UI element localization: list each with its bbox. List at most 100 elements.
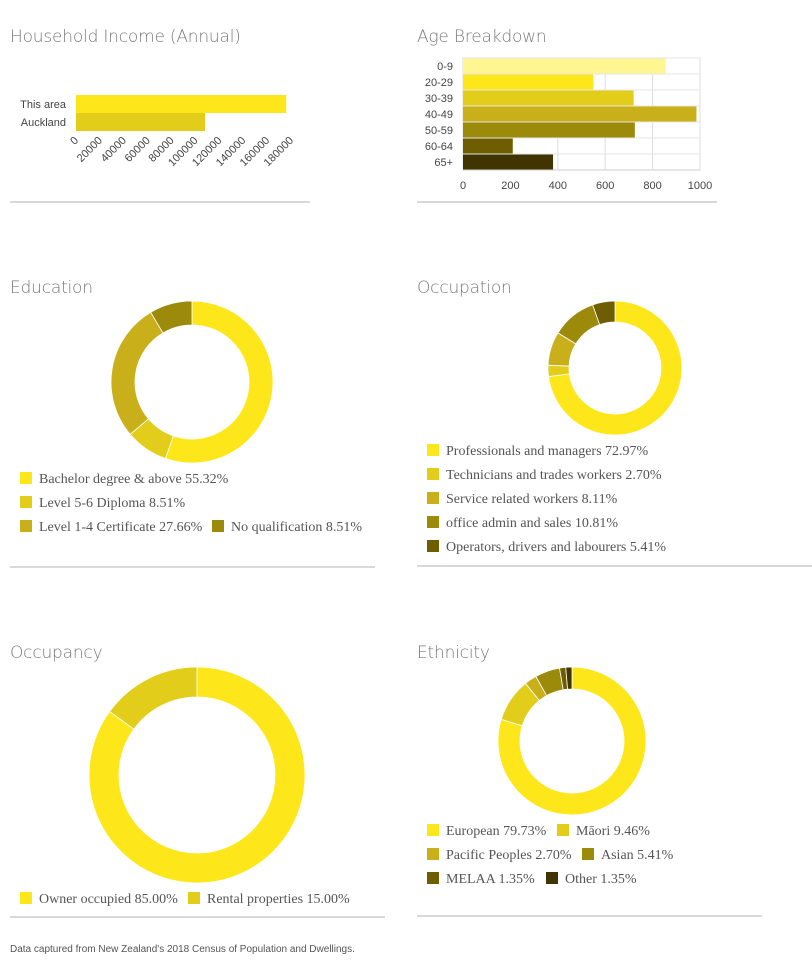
income-bar <box>76 95 287 113</box>
legend-swatch <box>20 520 32 532</box>
age-bar <box>463 154 554 170</box>
age-bar <box>463 58 666 74</box>
legend-value: 2.70% <box>621 468 662 483</box>
legend-label: MELAA <box>446 872 495 887</box>
legend-item: Asian 5.41% <box>582 847 673 865</box>
age-divider <box>417 201 717 203</box>
footer-note: Data captured from New Zealand's 2018 Ce… <box>10 944 355 955</box>
age-tick-label: 600 <box>596 180 614 192</box>
legend-value: 2.70% <box>531 848 572 863</box>
occupation-divider <box>417 565 812 567</box>
age-bar <box>463 106 697 122</box>
legend-swatch <box>546 872 558 884</box>
ethnicity-divider <box>417 915 762 917</box>
legend-item: Bachelor degree & above 55.32% <box>20 471 228 489</box>
age-category-label: 20-29 <box>425 77 453 89</box>
age-category-label: 30-39 <box>425 93 453 105</box>
legend-item: Owner occupied 85.00% <box>20 891 178 909</box>
legend-item: Level 1-4 Certificate 27.66% <box>20 519 202 537</box>
legend-item: office admin and sales 10.81% <box>427 515 618 533</box>
legend-item: Professionals and managers 72.97% <box>427 443 648 461</box>
legend-label: Owner occupied <box>39 892 132 907</box>
occupancy-title: Occupancy <box>10 643 103 663</box>
age-category-label: 50-59 <box>425 125 453 137</box>
legend-label: Professionals and managers <box>446 444 602 459</box>
legend-swatch <box>427 824 439 836</box>
legend-value: 8.51% <box>145 496 186 511</box>
income-tick-label: 60000 <box>123 135 153 165</box>
occupation-title: Occupation <box>417 278 512 298</box>
legend-swatch <box>427 492 439 504</box>
income-category-label: This area <box>20 99 67 111</box>
age-tick-label: 200 <box>501 180 519 192</box>
legend-swatch <box>427 848 439 860</box>
legend-item: Other 1.35% <box>546 871 637 889</box>
legend-label: Rental properties <box>207 892 304 907</box>
donut-slice <box>497 666 647 816</box>
legend-label: Other <box>565 872 597 887</box>
occupancy-donut <box>88 666 306 884</box>
legend-label: office admin and sales <box>446 516 572 531</box>
legend-item: MELAA 1.35% <box>427 871 535 889</box>
age-tick-label: 800 <box>643 180 661 192</box>
age-chart: 0 200 400 600 800 1000 0-9 20-29 30-39 40-49 50-59… <box>425 57 712 192</box>
legend-value: 9.46% <box>610 824 650 839</box>
income-chart: This areaAuckland02000040000600008000010… <box>20 95 296 169</box>
age-title: Age Breakdown <box>417 27 547 47</box>
legend-label: European <box>446 824 500 839</box>
legend-label: Pacific Peoples <box>446 848 532 863</box>
age-bar <box>463 90 634 106</box>
age-tick-label: 400 <box>549 180 567 192</box>
legend-swatch <box>427 468 439 480</box>
legend-item: Māori 9.46% <box>557 823 650 841</box>
legend-item: Technicians and trades workers 2.70% <box>427 467 662 485</box>
income-tick-label: 0 <box>68 135 81 148</box>
donut-slice <box>110 311 164 435</box>
legend-swatch <box>557 824 569 836</box>
age-category-label: 0-9 <box>437 61 453 73</box>
legend-label: Operators, drivers and labourers <box>446 540 627 555</box>
legend-label: Level 1-4 Certificate <box>39 520 156 535</box>
age-category-label: 40-49 <box>425 109 453 121</box>
ethnicity-title: Ethnicity <box>417 643 490 663</box>
age-category-label: 65+ <box>434 157 453 169</box>
legend-label: Service related workers <box>446 492 579 507</box>
legend-item: European 79.73% <box>427 823 546 841</box>
legend-value: 79.73% <box>499 824 547 839</box>
income-tick-label: 40000 <box>99 135 129 165</box>
occupancy-divider <box>10 916 385 918</box>
legend-label: Bachelor degree & above <box>39 472 182 487</box>
legend-value: 1.35% <box>495 872 535 887</box>
legend-item: No qualification 8.51% <box>212 519 362 537</box>
legend-value: 5.41% <box>633 848 674 863</box>
income-tick-label: 20000 <box>75 135 105 165</box>
legend-value: 85.00% <box>131 892 178 907</box>
donut-slice <box>164 300 274 464</box>
legend-value: 5.41% <box>626 540 667 555</box>
legend-swatch <box>188 892 200 904</box>
age-bar <box>463 122 635 138</box>
legend-item: Operators, drivers and labourers 5.41% <box>427 539 666 557</box>
legend-label: Māori <box>576 824 611 839</box>
legend-label: Level 5-6 Diploma <box>39 496 146 511</box>
legend-swatch <box>20 496 32 508</box>
legend-item: Service related workers 8.11% <box>427 491 617 509</box>
occupation-donut <box>547 300 683 436</box>
legend-value: 8.11% <box>578 492 618 507</box>
donut-slice <box>592 300 616 326</box>
legend-value: 15.00% <box>303 892 350 907</box>
donut-slice <box>88 666 306 884</box>
age-bar <box>463 74 594 90</box>
income-category-label: Auckland <box>21 117 66 129</box>
income-divider <box>10 201 310 203</box>
donut-slice <box>565 666 573 690</box>
education-divider <box>10 566 375 568</box>
legend-value: 8.51% <box>322 520 363 535</box>
legend-value: 1.35% <box>596 872 637 887</box>
legend-value: 55.32% <box>181 472 229 487</box>
legend-item: Pacific Peoples 2.70% <box>427 847 572 865</box>
legend-swatch <box>427 872 439 884</box>
donut-slice <box>548 300 683 436</box>
legend-swatch <box>20 892 32 904</box>
legend-item: Rental properties 15.00% <box>188 891 350 909</box>
